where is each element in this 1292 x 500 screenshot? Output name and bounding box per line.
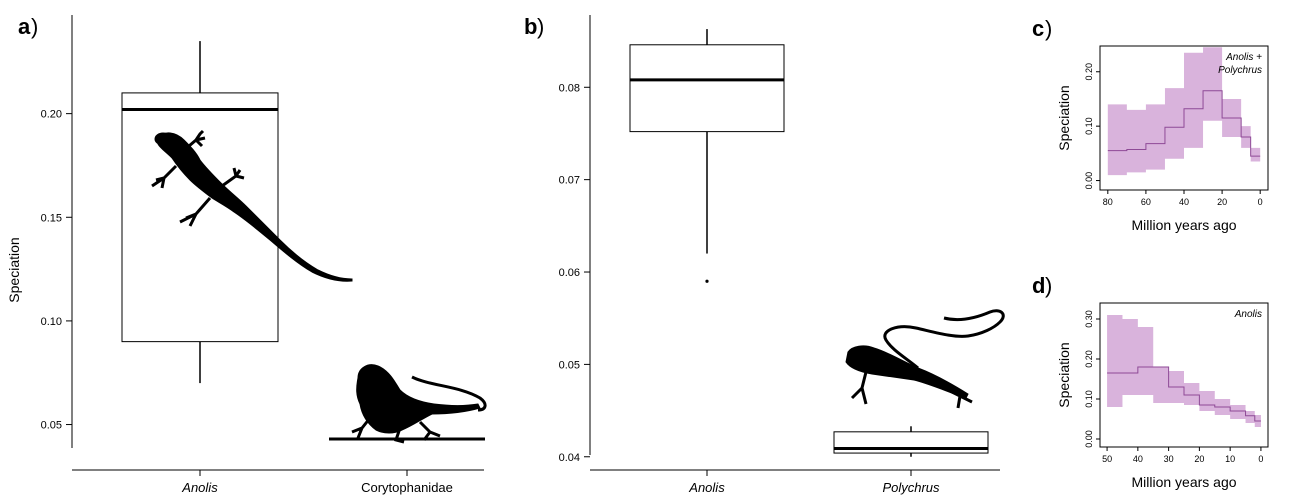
y-tick-label: 0.05 [41, 420, 62, 432]
panel-b-paren: ) [537, 14, 544, 39]
y-tick-label: 0.00 [1084, 430, 1094, 448]
y-tick-label: 0.05 [559, 359, 580, 371]
x-tick-label: 10 [1225, 454, 1235, 464]
panel-a-xticks [200, 470, 407, 476]
panel-a-ylabel: Speciation [6, 237, 22, 302]
x-tick-label: 40 [1133, 454, 1143, 464]
panel-c-ylabel: Speciation [1056, 85, 1072, 150]
x-tick-label: 0 [1258, 454, 1263, 464]
panel-d-xticks: 50 40 30 20 10 0 [1102, 447, 1263, 464]
y-tick-label: 0.08 [559, 82, 580, 94]
box-outlier [705, 280, 708, 283]
y-tick-label: 0.20 [41, 109, 62, 121]
panel-c-yticks: 0.00 0.10 0.20 [1084, 63, 1100, 189]
panel-b: b ) 0.04 0.05 0.06 0.07 0.08 Anolis Polychru… [524, 14, 1003, 495]
panel-c-xlabel: Million years ago [1131, 217, 1236, 233]
x-tick-label: 20 [1217, 197, 1227, 207]
y-tick-label: 0.07 [559, 175, 580, 187]
category-label-anolis: Anolis [181, 480, 218, 495]
panel-c-letter: c [1032, 16, 1044, 41]
y-tick-label: 0.10 [41, 316, 62, 328]
panel-a: a ) Speciation 0.05 0.10 0.15 0.20 Anolis C… [6, 14, 485, 495]
panel-d-xlabel: Million years ago [1131, 474, 1236, 490]
panel-d-yticks: 0.00 0.10 0.20 0.30 [1084, 310, 1100, 448]
panel-c-annotation-line1: Anolis + [1225, 52, 1262, 63]
x-tick-label: 80 [1103, 197, 1113, 207]
y-tick-label: 0.10 [1084, 390, 1094, 408]
polychrus-silhouette [846, 311, 1003, 408]
x-tick-label: 60 [1141, 197, 1151, 207]
panel-a-paren: ) [31, 14, 38, 39]
y-tick-label: 0.20 [1084, 350, 1094, 368]
anole-silhouette [152, 131, 352, 281]
category-label-polychrus: Polychrus [882, 480, 940, 495]
x-tick-label: 40 [1179, 197, 1189, 207]
panel-d-confidence-band [1107, 315, 1261, 427]
panel-a-boxes [122, 41, 485, 439]
x-tick-label: 20 [1194, 454, 1204, 464]
x-tick-label: 50 [1102, 454, 1112, 464]
panel-c-annotation-line2: Polychrus [1218, 65, 1262, 76]
panel-d-annotation: Anolis [1234, 309, 1262, 320]
confidence-band [1107, 315, 1261, 427]
panel-d-paren: ) [1045, 273, 1052, 298]
y-tick-label: 0.06 [559, 267, 580, 279]
panel-b-boxes [630, 29, 988, 457]
panel-d-letter: d [1032, 273, 1045, 298]
panel-d-ylabel: Speciation [1056, 342, 1072, 407]
y-tick-label: 0.30 [1084, 310, 1094, 328]
x-tick-label: 0 [1258, 197, 1263, 207]
x-tick-label: 30 [1164, 454, 1174, 464]
category-label-corytophanidae: Corytophanidae [361, 480, 453, 495]
panel-b-xticks [707, 470, 911, 476]
y-tick-label: 0.00 [1084, 172, 1094, 190]
y-tick-label: 0.04 [559, 452, 580, 464]
panel-d: d ) 0.000.100.200.30 50 40 30 20 10 0 Anolis … [1032, 273, 1268, 490]
y-tick-label: 0.10 [1084, 117, 1094, 135]
panel-c-xticks: 80 60 40 20 0 [1103, 190, 1263, 207]
panel-c-paren: ) [1045, 16, 1052, 41]
panel-a-letter: a [18, 14, 31, 39]
panel-b-yticks: 0.04 0.05 0.06 0.07 0.08 [559, 82, 590, 463]
basilisk-silhouette [352, 365, 485, 442]
y-tick-label: 0.20 [1084, 63, 1094, 81]
panel-a-yticks: 0.05 0.10 0.15 0.20 [41, 109, 72, 432]
box-iqr [630, 45, 784, 132]
y-tick-label: 0.15 [41, 212, 62, 224]
panel-b-letter: b [524, 14, 537, 39]
category-label-anolis: Anolis [688, 480, 725, 495]
panel-c: c ) 0.00 0.10 0.20 80 60 40 20 0 Anolis + Poly… [1032, 16, 1268, 233]
